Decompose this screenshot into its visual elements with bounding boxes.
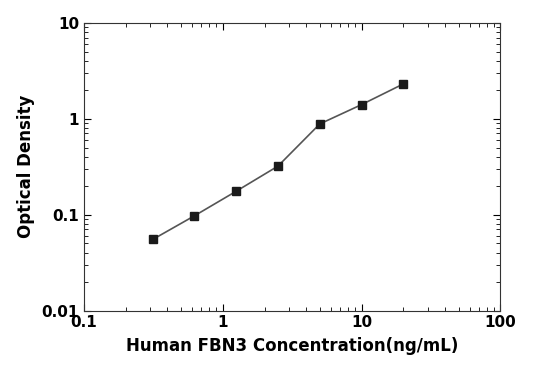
Y-axis label: Optical Density: Optical Density — [17, 95, 35, 238]
X-axis label: Human FBN3 Concentration(ng/mL): Human FBN3 Concentration(ng/mL) — [126, 337, 458, 355]
